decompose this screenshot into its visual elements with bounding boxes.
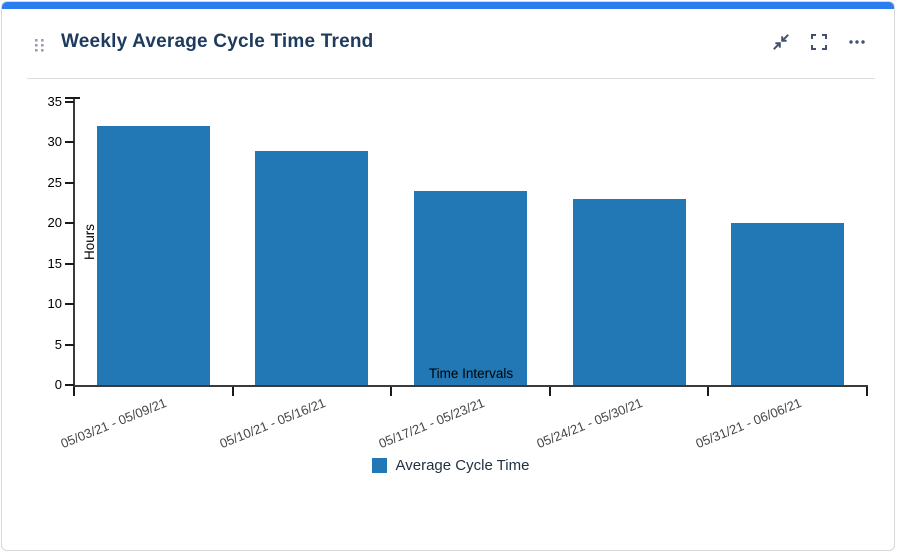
legend-label: Average Cycle Time xyxy=(395,457,530,474)
y-axis-line xyxy=(73,97,75,387)
y-tick-label: 0 xyxy=(54,377,62,392)
x-tick xyxy=(548,387,551,396)
y-tick xyxy=(65,101,74,103)
widget-toolbar xyxy=(768,29,870,55)
y-tick-label: 30 xyxy=(47,134,62,150)
y-tick xyxy=(65,222,74,225)
drag-handle-dots-icon xyxy=(35,39,44,52)
bar[interactable] xyxy=(731,223,845,385)
y-tick-label: 35 xyxy=(47,94,62,109)
y-axis-cap xyxy=(65,97,80,99)
bar[interactable] xyxy=(255,150,369,385)
x-tick xyxy=(73,387,75,396)
x-tick xyxy=(231,387,234,396)
widget-title: Weekly Average Cycle Time Trend xyxy=(61,31,374,52)
y-tick-label: 10 xyxy=(47,296,62,312)
y-tick-label: 25 xyxy=(47,174,62,190)
bar[interactable] xyxy=(572,199,686,385)
collapse-arrows-icon xyxy=(773,34,789,50)
header-divider xyxy=(27,78,875,79)
y-tick xyxy=(65,384,74,386)
y-tick xyxy=(65,181,74,184)
y-tick xyxy=(65,141,74,144)
y-tick-label: 5 xyxy=(54,336,62,352)
drag-handle[interactable] xyxy=(32,36,48,54)
bar[interactable] xyxy=(414,190,527,385)
y-tick xyxy=(65,262,74,265)
y-tick-label: 20 xyxy=(47,215,62,231)
more-options-button[interactable] xyxy=(844,29,870,55)
x-axis-title: Time Intervals xyxy=(428,366,514,381)
bar[interactable] xyxy=(96,126,210,385)
x-tick xyxy=(707,387,710,396)
legend[interactable]: Average Cycle Time xyxy=(2,457,894,474)
y-tick-label: 15 xyxy=(47,255,62,271)
ellipsis-icon xyxy=(849,40,865,44)
fullscreen-button[interactable] xyxy=(806,29,832,55)
card-accent-bar xyxy=(2,2,894,9)
collapse-button[interactable] xyxy=(768,29,794,55)
legend-swatch xyxy=(371,458,387,473)
y-axis-title: Hours xyxy=(82,224,97,261)
x-tick xyxy=(390,387,393,396)
fullscreen-brackets-icon xyxy=(811,34,827,50)
x-tick xyxy=(866,387,868,396)
y-tick xyxy=(65,343,74,346)
x-axis-line xyxy=(73,385,868,387)
y-tick xyxy=(65,303,74,306)
widget-header: Weekly Average Cycle Time Trend xyxy=(2,9,894,79)
